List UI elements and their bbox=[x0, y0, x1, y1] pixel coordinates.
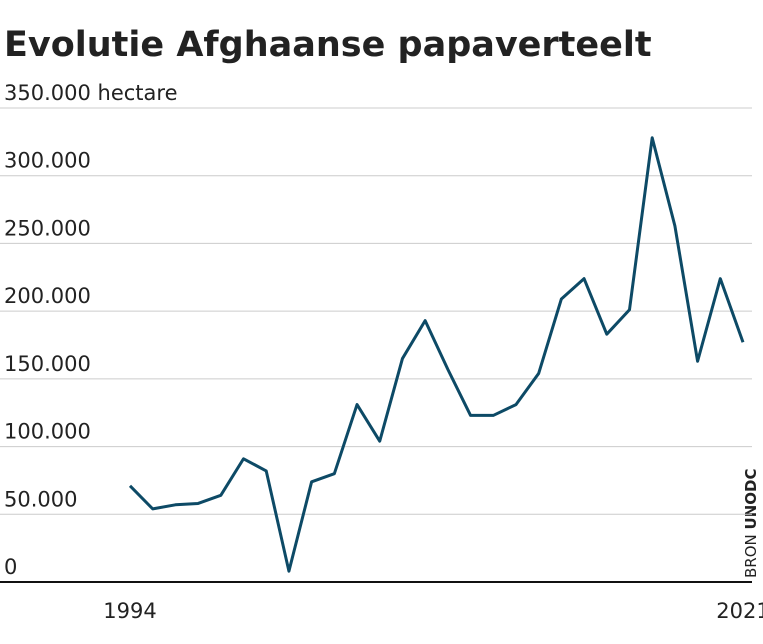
y-tick-label: 250.000 bbox=[4, 216, 91, 240]
chart-title: Evolutie Afghaanse papaverteelt bbox=[4, 25, 652, 65]
data-line bbox=[128, 136, 745, 573]
y-tick-label: 350.000 hectare bbox=[4, 81, 178, 105]
x-tick-label: 2021 bbox=[716, 599, 763, 623]
source-name: UNODC bbox=[742, 469, 760, 530]
source: BRON UNODC bbox=[742, 469, 760, 578]
y-tick-label: 0 bbox=[4, 555, 17, 579]
y-tick-label: 100.000 bbox=[4, 420, 91, 444]
x-tick-label: 1994 bbox=[103, 599, 156, 623]
y-tick-label: 200.000 bbox=[4, 284, 91, 308]
y-tick-label: 50.000 bbox=[4, 487, 77, 511]
y-tick-label: 300.000 bbox=[4, 149, 91, 173]
y-tick-label: 150.000 bbox=[4, 352, 91, 376]
source-label: BRON bbox=[742, 534, 760, 578]
